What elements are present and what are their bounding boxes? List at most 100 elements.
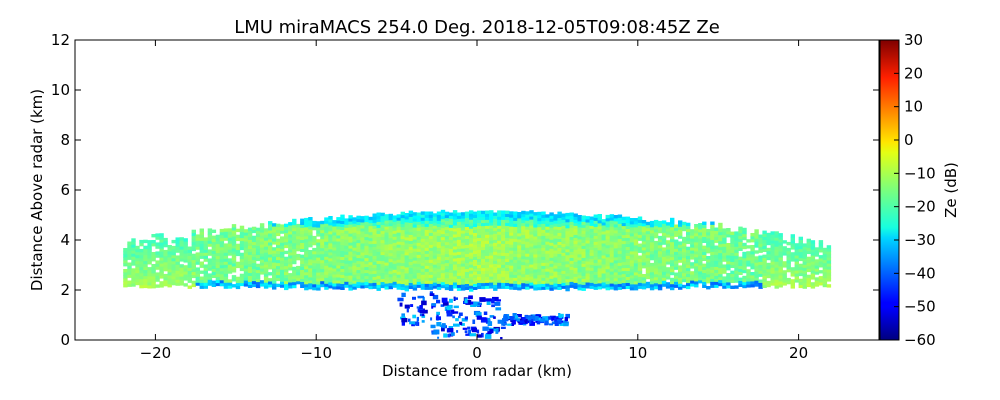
echo-cell xyxy=(404,219,409,223)
echo-cell xyxy=(682,254,687,259)
echo-cell xyxy=(541,214,546,218)
echo-cell xyxy=(674,227,679,231)
echo-cell xyxy=(207,267,213,271)
echo-cell xyxy=(440,266,446,271)
echo-cell xyxy=(336,238,341,242)
echo-cell xyxy=(678,274,683,278)
echo-cell xyxy=(223,264,229,268)
echo-cell xyxy=(613,263,619,267)
echo-cell xyxy=(469,273,474,277)
echo-cell xyxy=(163,255,168,260)
echo-cell xyxy=(617,286,623,290)
echo-cell xyxy=(416,269,422,273)
echo-cell xyxy=(223,252,229,256)
echo-cell xyxy=(601,273,606,277)
echo-cell xyxy=(477,249,482,253)
echo-cell xyxy=(292,233,297,238)
echo-cell xyxy=(573,273,578,277)
echo-cell xyxy=(521,255,526,260)
echo-cell xyxy=(826,263,832,267)
echo-cell xyxy=(469,231,474,235)
echo-cell xyxy=(734,237,739,241)
echo-cell xyxy=(750,239,755,243)
echo-cell xyxy=(730,249,735,253)
echo-cell xyxy=(653,273,659,278)
clutter-cell xyxy=(479,297,486,302)
echo-cell xyxy=(565,224,570,229)
echo-cell xyxy=(762,284,767,288)
echo-cell xyxy=(525,217,530,221)
echo-cell xyxy=(388,225,393,230)
clutter-cell xyxy=(422,313,425,316)
echo-cell xyxy=(187,267,192,271)
clutter-cell xyxy=(548,316,554,320)
echo-cell xyxy=(481,243,486,248)
echo-cell xyxy=(714,281,719,285)
echo-cell xyxy=(304,247,309,252)
echo-cell xyxy=(810,285,816,289)
echo-cell xyxy=(529,222,534,226)
echo-cell xyxy=(525,241,530,245)
clutter-cell xyxy=(401,292,406,297)
echo-cell xyxy=(336,265,341,269)
echo-cell xyxy=(786,268,791,273)
echo-cell xyxy=(649,271,655,276)
echo-cell xyxy=(742,230,747,235)
echo-cell xyxy=(336,220,341,224)
echo-cell xyxy=(501,258,506,262)
echo-cell xyxy=(533,287,538,291)
echo-cell xyxy=(517,215,522,219)
echo-cell xyxy=(766,232,771,237)
echo-cell xyxy=(340,229,345,233)
echo-cell xyxy=(718,234,723,239)
echo-cell xyxy=(657,244,663,249)
echo-cell xyxy=(272,226,277,230)
echo-cell xyxy=(686,258,691,263)
echo-cell xyxy=(211,259,217,263)
echo-cell xyxy=(686,234,691,239)
echo-cell xyxy=(123,269,128,273)
echo-cell xyxy=(231,251,237,255)
echo-cell xyxy=(529,279,534,283)
echo-cell xyxy=(698,268,703,272)
echo-cell xyxy=(505,240,510,244)
echo-cell xyxy=(408,231,414,235)
echo-cell xyxy=(521,225,526,230)
echo-cell xyxy=(424,271,430,275)
echo-cell xyxy=(778,248,783,252)
echo-cell xyxy=(372,282,377,286)
echo-cell xyxy=(211,265,217,269)
echo-cell xyxy=(211,250,217,254)
echo-cell xyxy=(557,238,562,242)
plot-background xyxy=(75,40,879,340)
echo-cell xyxy=(690,271,695,275)
echo-cell xyxy=(469,243,474,247)
echo-cell xyxy=(296,274,301,279)
echo-cell xyxy=(320,247,325,252)
echo-cell xyxy=(199,228,204,232)
echo-cell xyxy=(316,275,321,279)
echo-cell xyxy=(738,280,743,284)
echo-cell xyxy=(609,256,615,260)
echo-cell xyxy=(637,234,643,238)
echo-cell xyxy=(786,265,791,270)
echo-cell xyxy=(428,217,434,221)
echo-cell xyxy=(690,241,695,245)
echo-cell xyxy=(332,265,337,269)
echo-cell xyxy=(473,283,478,287)
echo-cell xyxy=(396,262,401,266)
echo-cell xyxy=(404,225,409,229)
echo-cell xyxy=(400,262,405,267)
echo-cell xyxy=(183,250,188,254)
echo-cell xyxy=(513,217,518,221)
echo-cell xyxy=(243,277,249,281)
echo-cell xyxy=(340,217,345,221)
echo-cell xyxy=(505,234,510,238)
echo-cell xyxy=(710,224,715,228)
echo-cell xyxy=(211,268,217,272)
echo-cell xyxy=(428,280,434,284)
echo-cell xyxy=(340,214,345,218)
echo-cell xyxy=(376,281,381,285)
echo-cell xyxy=(754,241,759,245)
echo-cell xyxy=(259,232,265,236)
